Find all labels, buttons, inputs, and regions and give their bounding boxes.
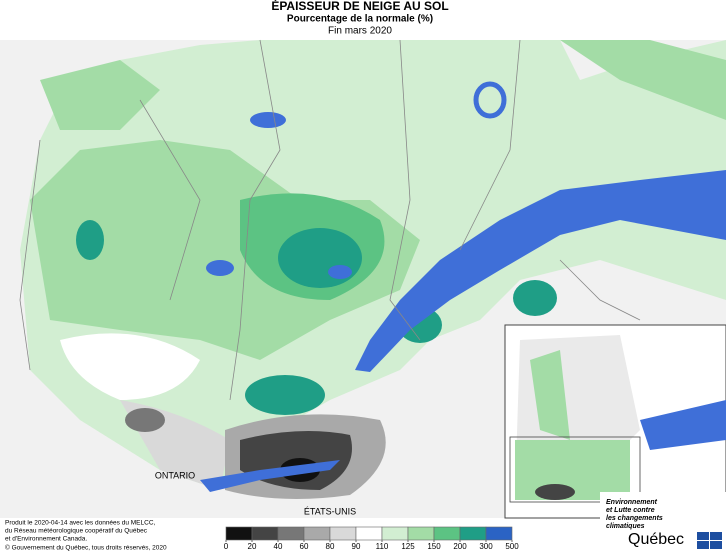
legend-swatch	[277, 526, 305, 541]
legend-label: 125	[401, 542, 415, 551]
legend-swatch	[225, 526, 253, 541]
legend-label: 110	[376, 542, 389, 551]
legend: 0 20 40 60 80 90 110 125 150 200 300 500	[224, 526, 519, 551]
credits: Produit le 2020-04-14 avec les données d…	[5, 520, 167, 552]
subtitle: Pourcentage de la normale (%)	[287, 14, 433, 25]
logo-ministry: climatiques	[606, 523, 645, 530]
legend-swatch	[459, 526, 487, 541]
logo-name: Québec	[628, 531, 684, 548]
legend-label: 40	[274, 542, 283, 551]
legend-label: 150	[427, 542, 441, 551]
ontario-label: ONTARIO	[155, 470, 195, 480]
credit-line: © Gouvernement du Québec, tous droits ré…	[5, 544, 167, 552]
legend-label: 90	[352, 542, 361, 551]
credit-line: et d'Environnement Canada.	[5, 536, 87, 543]
legend-label: 200	[453, 542, 467, 551]
legend-label: 300	[479, 542, 493, 551]
map	[0, 39, 726, 519]
date: Fin mars 2020	[328, 26, 392, 37]
legend-swatch	[433, 526, 461, 541]
logo-ministry: Environnement	[606, 499, 658, 506]
legend-label: 80	[326, 542, 335, 551]
legend-label: 60	[300, 542, 309, 551]
legend-swatch	[381, 526, 409, 541]
title: ÉPAISSEUR DE NEIGE AU SOL	[271, 0, 448, 13]
logo: Environnement et Lutte contre les change…	[600, 492, 726, 552]
legend-swatch	[303, 526, 331, 541]
legend-label: 500	[505, 542, 519, 551]
usa-label: ÉTATS-UNIS	[304, 506, 356, 516]
legend-label: 20	[248, 542, 257, 551]
legend-swatch	[251, 526, 279, 541]
legend-swatch	[485, 526, 513, 541]
legend-swatch	[355, 526, 383, 541]
logo-ministry: et Lutte contre	[606, 507, 655, 514]
legend-swatch	[407, 526, 435, 541]
logo-ministry: les changements	[606, 515, 663, 522]
credit-line: Produit le 2020-04-14 avec les données d…	[5, 520, 156, 527]
legend-label: 0	[224, 542, 229, 551]
legend-swatch	[329, 526, 357, 541]
credit-line: du Réseau météorologique coopératif du Q…	[5, 528, 148, 535]
